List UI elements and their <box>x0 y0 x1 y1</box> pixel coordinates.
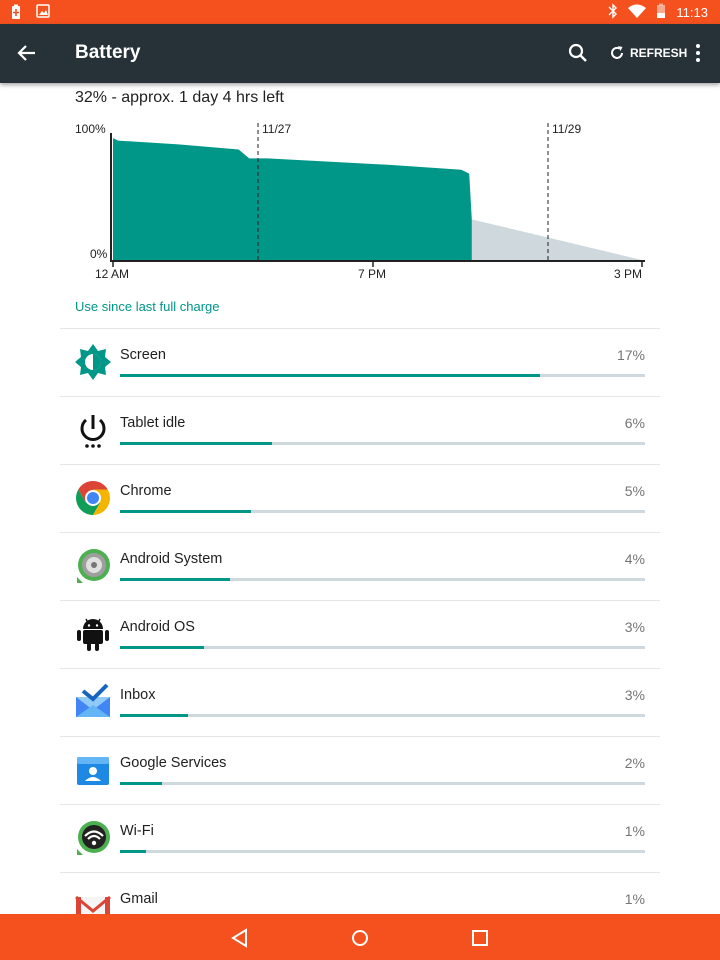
app-bar: Battery REFRESH <box>0 24 720 83</box>
x-tick-label-2: 7 PM <box>358 267 386 281</box>
battery-chart-svg: 11/27 11/29 100% 0% 12 AM 7 PM 3 PM <box>75 122 645 281</box>
battery-chart: 11/27 11/29 100% 0% 12 AM 7 PM 3 PM <box>70 115 650 285</box>
overflow-menu-button[interactable] <box>690 38 706 68</box>
usage-bar-track <box>120 646 645 649</box>
nav-back-icon <box>231 928 247 948</box>
usage-bar-fill <box>120 646 204 649</box>
usage-percent: 6% <box>624 415 645 431</box>
back-arrow-icon <box>17 45 35 61</box>
nav-back-button[interactable] <box>226 925 252 951</box>
android-os-icon <box>74 615 112 653</box>
projection-area <box>471 219 642 260</box>
usage-item-inbox[interactable]: Inbox 3% <box>60 668 660 736</box>
status-bar: 11:13 <box>0 0 720 24</box>
usage-bar-track <box>120 850 645 853</box>
date-marker-1: 11/27 <box>262 122 291 136</box>
nav-recents-icon <box>472 930 488 946</box>
app-name: Android OS <box>120 619 195 635</box>
usage-bar-fill <box>120 510 252 513</box>
app-name: Chrome <box>120 483 172 499</box>
usage-item-google-services[interactable]: Google Services 2% <box>60 736 660 804</box>
brightness-icon <box>74 343 112 381</box>
x-tick-label-1: 12 AM <box>95 267 129 281</box>
usage-bar-fill <box>120 782 162 785</box>
refresh-button[interactable]: REFRESH <box>608 39 687 67</box>
use-since-last-full-charge-link[interactable]: Use since last full charge <box>75 299 220 314</box>
usage-bar-fill <box>120 442 273 445</box>
battery-saver-icon <box>10 4 22 25</box>
status-time: 11:13 <box>676 5 708 20</box>
usage-bar-track <box>120 578 645 581</box>
usage-percent: 17% <box>616 347 645 363</box>
app-name: Tablet idle <box>120 415 186 431</box>
navigation-bar <box>0 914 720 960</box>
nav-home-icon <box>352 930 368 946</box>
usage-list: Screen 17% Tablet idle 6% Chrom <box>60 328 660 940</box>
usage-percent: 4% <box>624 551 645 567</box>
usage-percent: 3% <box>624 619 645 635</box>
usage-bar-track <box>120 714 645 717</box>
back-button[interactable] <box>10 36 44 70</box>
chrome-icon <box>74 479 112 517</box>
app-name: Wi-Fi <box>120 823 154 839</box>
y-tick-100: 100% <box>75 122 106 136</box>
usage-item-android-system[interactable]: Android System 4% <box>60 532 660 600</box>
refresh-label: REFRESH <box>630 46 688 60</box>
usage-percent: 3% <box>624 687 645 703</box>
usage-bar-fill <box>120 714 189 717</box>
page-title: Battery <box>75 42 141 63</box>
app-name: Screen <box>120 347 166 363</box>
usage-bar-fill <box>120 578 231 581</box>
nav-recents-button[interactable] <box>468 926 492 950</box>
usage-bar-track <box>120 442 645 445</box>
android-system-icon <box>74 547 112 585</box>
app-name: Google Services <box>120 755 227 771</box>
app-name: Android System <box>120 551 223 567</box>
app-name: Inbox <box>120 687 156 703</box>
power-idle-icon <box>74 411 112 449</box>
wifi-app-icon <box>74 819 112 857</box>
search-icon <box>568 43 587 62</box>
x-tick-label-3: 3 PM <box>614 267 642 281</box>
date-marker-2: 11/29 <box>552 122 581 136</box>
nav-home-button[interactable] <box>348 926 372 950</box>
usage-percent: 1% <box>624 891 645 907</box>
usage-bar-fill <box>120 374 540 377</box>
usage-percent: 1% <box>624 823 645 839</box>
battery-icon <box>656 3 666 22</box>
usage-bar-track <box>120 782 645 785</box>
google-services-icon <box>74 751 112 789</box>
wifi-icon <box>628 4 647 21</box>
usage-bar-fill <box>120 850 147 853</box>
bluetooth-icon <box>608 3 618 22</box>
usage-bar-track <box>120 510 645 513</box>
usage-item-android-os[interactable]: Android OS 3% <box>60 600 660 668</box>
app-name: Gmail <box>120 891 158 907</box>
usage-percent: 2% <box>624 755 645 771</box>
image-notification-icon <box>36 4 50 25</box>
usage-item-wi-fi[interactable]: Wi-Fi 1% <box>60 804 660 872</box>
search-button[interactable] <box>563 38 593 68</box>
usage-bar-track <box>120 374 645 377</box>
usage-percent: 5% <box>624 483 645 499</box>
y-tick-0: 0% <box>90 247 108 261</box>
refresh-icon <box>611 46 623 59</box>
usage-item-screen[interactable]: Screen 17% <box>60 328 660 396</box>
battery-summary: 32% - approx. 1 day 4 hrs left <box>75 89 284 106</box>
usage-item-tablet-idle[interactable]: Tablet idle 6% <box>60 396 660 464</box>
inbox-icon <box>74 683 112 721</box>
history-area <box>113 138 472 260</box>
usage-item-chrome[interactable]: Chrome 5% <box>60 464 660 532</box>
overflow-menu-icon <box>696 44 700 62</box>
